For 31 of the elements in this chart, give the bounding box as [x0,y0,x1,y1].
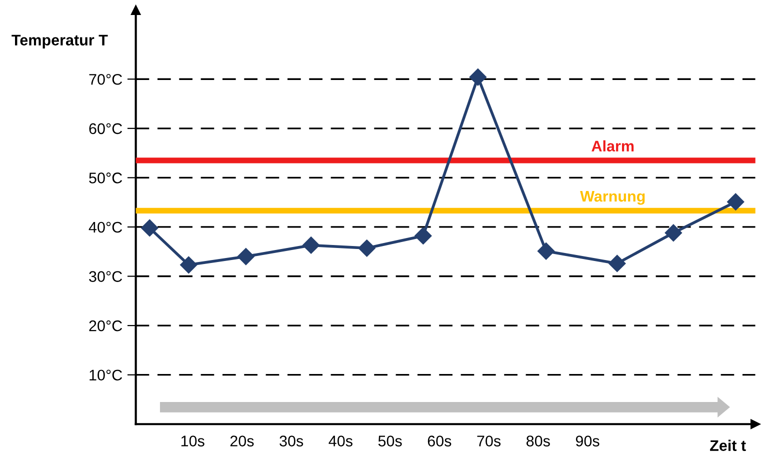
y-tick-label: 70°C [89,74,122,85]
x-tick-label: 40s [328,436,352,446]
y-tick-label: 40°C [88,222,122,233]
point [302,236,320,254]
y-tick-label: 10°C [90,370,122,381]
y-tick-label: 50°C [89,172,122,184]
point [664,224,682,242]
point [608,254,626,272]
x-tick-label: 20s [230,436,254,446]
point [469,68,486,86]
x-tick-label: 80s [526,436,550,446]
point [141,219,158,237]
y-axis-title: Temperatur T [12,34,108,49]
point [414,227,432,244]
ref-line-label: Alarm [592,140,634,152]
ref-line-label: Warnung [580,191,645,205]
x-tick-label: 30s [280,436,304,446]
y-tick-label: 20°C [89,320,122,332]
point [180,256,198,274]
point [237,248,254,266]
point [727,193,744,210]
x-tick-label: 10s [181,436,204,446]
point [538,242,555,260]
x-tick-label: 70s [477,436,501,446]
x-axis-title: Zeit t [710,440,746,451]
x-tick-label: 50s [378,436,402,446]
x-tick-label: 90s [576,436,600,446]
y-tick-label: 30°C [89,271,122,282]
y-tick-label: 60°C [89,123,122,134]
point [358,240,376,257]
x-tick-label: 60s [428,436,452,446]
